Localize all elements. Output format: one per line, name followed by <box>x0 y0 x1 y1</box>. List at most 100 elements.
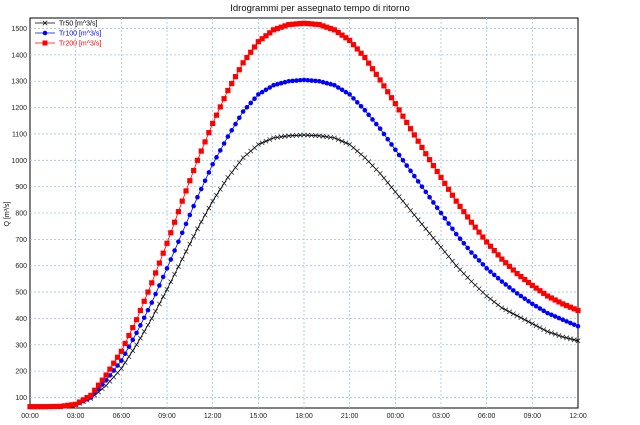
data-point <box>176 264 181 270</box>
data-point <box>309 78 314 83</box>
data-point <box>407 126 414 132</box>
data-point <box>434 168 440 175</box>
data-point <box>168 257 174 262</box>
data-point <box>301 132 307 138</box>
data-point <box>556 315 562 321</box>
data-point <box>408 168 413 174</box>
data-point <box>415 179 421 184</box>
data-point <box>114 354 121 360</box>
data-point <box>366 60 372 66</box>
legend-marker <box>42 40 48 46</box>
data-point <box>358 151 364 157</box>
data-point <box>332 135 337 141</box>
data-point <box>229 80 235 87</box>
data-point <box>206 130 212 136</box>
data-point <box>289 21 296 27</box>
data-point <box>560 301 566 307</box>
data-point <box>526 298 531 304</box>
data-point <box>571 337 577 343</box>
data-point <box>213 112 220 118</box>
data-point <box>480 234 486 240</box>
data-point <box>434 240 440 246</box>
data-point <box>488 269 493 274</box>
data-point <box>506 263 513 269</box>
data-point <box>282 23 288 29</box>
data-point <box>202 212 208 218</box>
data-point <box>248 148 254 154</box>
data-point <box>50 403 56 410</box>
data-point <box>164 287 170 292</box>
data-point <box>221 180 227 186</box>
data-point <box>244 104 250 110</box>
data-point <box>115 370 120 376</box>
data-point <box>389 142 394 147</box>
data-point <box>84 394 90 401</box>
y-tick-label: 100 <box>15 395 27 402</box>
data-point <box>286 21 292 28</box>
y-tick-label: 500 <box>15 290 27 297</box>
data-point <box>27 404 33 410</box>
data-point <box>461 271 467 277</box>
data-point <box>472 254 478 259</box>
data-point <box>484 239 490 245</box>
x-tick-label: 03:00 <box>67 413 85 420</box>
data-point <box>449 192 456 198</box>
data-point <box>377 77 383 83</box>
data-point <box>373 71 379 77</box>
data-point <box>423 151 429 157</box>
data-point <box>194 157 201 163</box>
y-tick-label: 300 <box>15 342 27 349</box>
y-tick-label: 900 <box>15 184 27 191</box>
data-point <box>256 92 261 97</box>
data-point <box>442 249 448 255</box>
data-point <box>244 151 250 157</box>
y-tick-label: 400 <box>15 316 27 323</box>
data-point <box>145 322 151 328</box>
data-point <box>343 35 349 41</box>
data-point <box>312 21 319 27</box>
data-point <box>374 121 379 127</box>
data-point <box>145 307 151 313</box>
legend-marker <box>42 20 48 26</box>
data-point <box>393 147 398 153</box>
data-point <box>293 132 299 138</box>
x-tick-label: 15:00 <box>250 413 268 420</box>
x-tick-label: 09:00 <box>158 413 176 420</box>
data-point <box>457 267 463 273</box>
data-point <box>552 314 558 319</box>
data-point <box>453 198 459 204</box>
data-point <box>267 30 273 36</box>
data-point <box>400 113 406 119</box>
data-point <box>76 399 83 405</box>
data-point <box>229 128 234 133</box>
data-point <box>450 258 455 264</box>
y-tick-label: 1000 <box>11 158 27 165</box>
legend-item: Tr100 [m^3/s] <box>35 31 101 38</box>
data-point <box>568 320 573 326</box>
data-point <box>107 366 113 372</box>
data-point <box>38 404 45 410</box>
data-point <box>305 132 311 138</box>
data-point <box>476 258 482 263</box>
data-point <box>457 236 463 241</box>
data-point <box>119 358 124 363</box>
data-point <box>225 175 231 180</box>
data-point <box>468 219 475 225</box>
data-point <box>95 382 102 388</box>
data-point <box>290 78 295 84</box>
y-tick-label: 800 <box>15 211 27 218</box>
data-point <box>339 87 345 93</box>
data-point <box>381 175 387 181</box>
data-point <box>111 368 117 373</box>
data-point <box>331 27 338 33</box>
data-point <box>350 42 357 48</box>
x-tick-label: 00:00 <box>21 413 39 420</box>
data-point <box>381 83 387 89</box>
data-point <box>274 25 280 32</box>
data-point <box>309 21 315 27</box>
data-point <box>472 224 478 230</box>
data-point <box>225 87 231 94</box>
data-point <box>267 85 273 90</box>
data-point <box>278 80 284 86</box>
